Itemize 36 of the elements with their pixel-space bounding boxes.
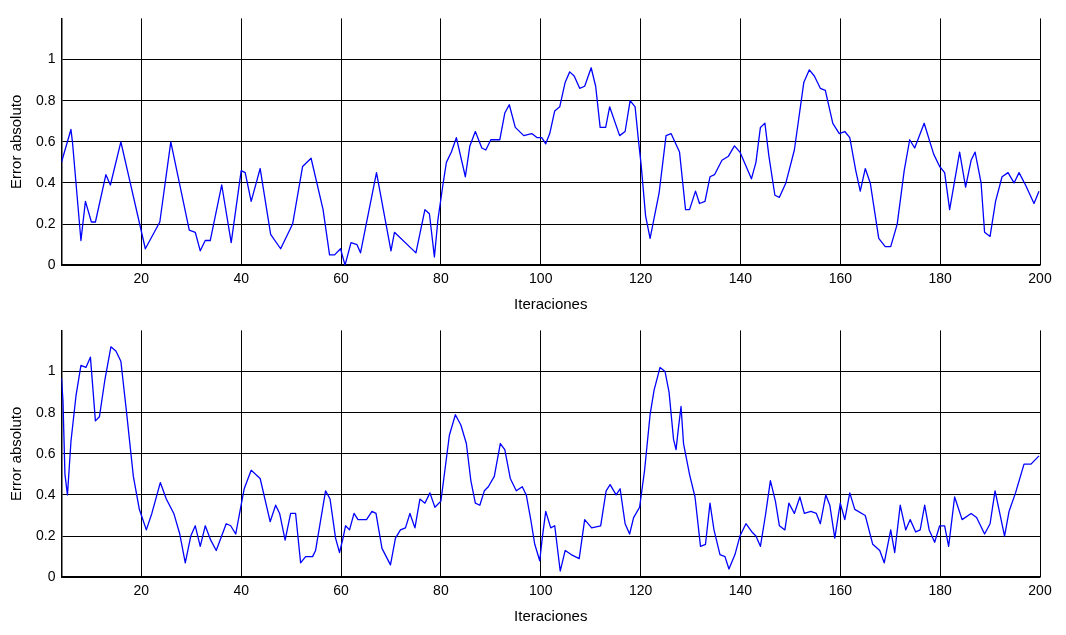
x-tick-label: 100 [529, 270, 553, 287]
x-tick-label: 80 [433, 582, 449, 599]
x-tick-label: 180 [928, 582, 953, 599]
x-tick-label: 40 [233, 582, 250, 599]
x-tick-label: 20 [133, 582, 150, 599]
y-tick-label: 0.6 [35, 132, 56, 149]
x-tick-label: 60 [333, 582, 350, 599]
x-tick-label: 120 [628, 582, 653, 599]
y-tick-label: 0 [47, 256, 56, 273]
x-tick-label: 200 [1028, 582, 1052, 599]
y-tick-label: 0.8 [35, 403, 56, 420]
x-tick-label: 140 [728, 270, 753, 287]
x-tick-label: 40 [233, 270, 250, 287]
x-axis-title: Iteraciones [514, 607, 588, 625]
x-tick-label: 200 [1028, 270, 1052, 287]
y-axis-title: Error absoluto [7, 94, 25, 189]
y-tick-label: 0.4 [35, 173, 56, 190]
x-tick-label: 20 [133, 270, 150, 287]
x-tick-label: 160 [828, 582, 853, 599]
y-axis-title: Error absoluto [7, 406, 25, 501]
y-tick-label: 0.6 [35, 444, 56, 461]
y-tick-label: 1 [47, 50, 56, 67]
x-tick-label: 180 [928, 270, 953, 287]
y-tick-label: 0.2 [35, 526, 56, 543]
x-tick-label: 160 [828, 270, 853, 287]
x-tick-label: 140 [728, 582, 753, 599]
x-axis-title: Iteraciones [514, 295, 588, 313]
y-tick-label: 0.2 [35, 214, 56, 231]
x-tick-label: 120 [628, 270, 653, 287]
x-tick-label: 60 [333, 270, 350, 287]
x-tick-label: 100 [529, 582, 553, 599]
x-tick-label: 80 [433, 270, 449, 287]
y-tick-label: 0 [47, 568, 56, 585]
y-tick-label: 0.8 [35, 91, 56, 108]
y-tick-label: 0.4 [35, 485, 56, 502]
y-tick-label: 1 [47, 362, 56, 379]
